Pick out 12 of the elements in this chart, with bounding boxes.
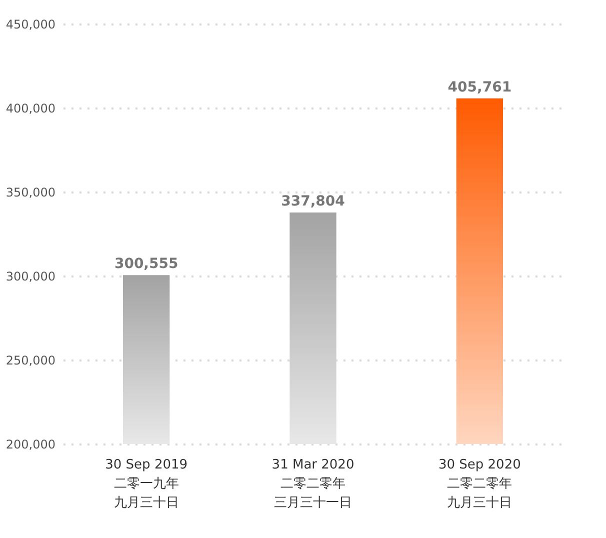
- x-tick-label: 31 Mar 2020 二零二零年三月三十一日: [272, 458, 354, 510]
- data-label: 405,761: [448, 79, 512, 96]
- data-label: 337,804: [281, 193, 346, 210]
- y-tick-label: 400,000: [6, 102, 56, 116]
- y-tick-label: 350,000: [6, 186, 56, 200]
- y-tick-label: 250,000: [6, 354, 56, 368]
- y-tick-label: 300,000: [6, 270, 56, 284]
- y-tick-label: 450,000: [6, 18, 56, 32]
- data-label: 300,555: [114, 256, 178, 272]
- y-tick-label: 200,000: [6, 438, 56, 452]
- x-tick-label: 30 Sep 2019 二零一九年九月三十日: [105, 458, 188, 510]
- x-tick-label: 30 Sep 2020 二零二零年九月三十日: [438, 458, 521, 510]
